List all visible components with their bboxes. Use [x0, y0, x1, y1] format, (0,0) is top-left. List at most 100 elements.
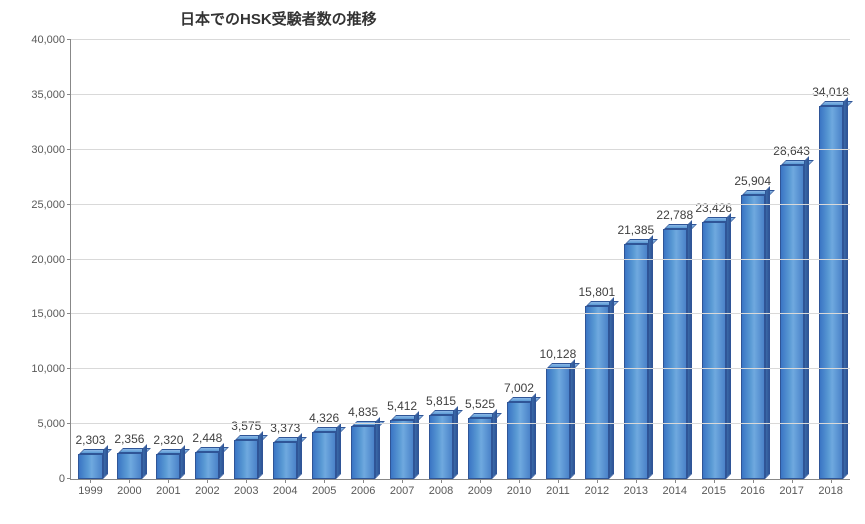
x-tick-mark — [480, 479, 481, 483]
bar-side — [258, 431, 263, 479]
x-tick-mark — [129, 479, 130, 483]
y-tick-label: 35,000 — [31, 89, 65, 101]
bar-front — [156, 454, 180, 479]
x-tick-label: 2014 — [663, 485, 687, 497]
bar-side — [843, 97, 848, 479]
bar-top — [547, 363, 580, 368]
bar-value-label: 7,002 — [504, 381, 534, 395]
grid-line — [71, 423, 850, 424]
y-tick-label: 40,000 — [31, 34, 65, 46]
bar: 3,373 — [273, 442, 297, 479]
x-tick-mark — [402, 479, 403, 483]
grid-line — [71, 39, 850, 40]
x-tick-mark — [714, 479, 715, 483]
bars-group: 2,30319992,35620002,32020012,44820023,57… — [71, 40, 850, 479]
x-tick-mark — [324, 479, 325, 483]
bar: 28,643 — [780, 165, 804, 479]
bar-side — [103, 445, 108, 479]
x-tick-label: 2002 — [195, 485, 219, 497]
bar-value-label: 5,525 — [465, 397, 495, 411]
bar-side — [142, 444, 147, 479]
x-tick-label: 2007 — [390, 485, 414, 497]
y-tick-label: 30,000 — [31, 144, 65, 156]
x-tick-mark — [558, 479, 559, 483]
y-tick-mark — [67, 94, 71, 95]
bar-side — [453, 406, 458, 479]
bar-side — [765, 186, 770, 479]
bar: 3,575 — [234, 440, 258, 479]
bar-value-label: 2,320 — [153, 433, 183, 447]
bar: 5,412 — [390, 420, 414, 479]
bar-side — [570, 359, 575, 479]
bar-value-label: 25,904 — [734, 174, 771, 188]
x-tick-label: 2009 — [468, 485, 492, 497]
bar-front — [663, 229, 687, 479]
bar-slot: 2,3562000 — [110, 40, 149, 479]
bar-slot: 10,1282011 — [538, 40, 577, 479]
bar: 4,835 — [351, 426, 375, 479]
x-tick-label: 2012 — [585, 485, 609, 497]
bar-front — [780, 165, 804, 479]
bar: 15,801 — [585, 306, 609, 479]
bar-front — [312, 432, 336, 479]
bar-front — [702, 222, 726, 479]
bar-slot: 21,3852013 — [616, 40, 655, 479]
y-tick-label: 0 — [59, 473, 65, 485]
bar-slot: 5,8152008 — [422, 40, 461, 479]
chart-title: 日本でのHSK受験者数の推移 — [180, 8, 377, 29]
x-tick-label: 2015 — [701, 485, 725, 497]
bar-front — [585, 306, 609, 479]
bar-value-label: 28,643 — [773, 144, 810, 158]
bar-slot: 25,9042016 — [733, 40, 772, 479]
bar-value-label: 2,448 — [192, 431, 222, 445]
bar: 4,326 — [312, 432, 336, 479]
bar-slot: 5,5252009 — [461, 40, 500, 479]
bar-slot: 3,3732004 — [266, 40, 305, 479]
x-tick-label: 2000 — [117, 485, 141, 497]
bar-front — [195, 452, 219, 479]
x-tick-label: 2010 — [507, 485, 531, 497]
x-tick-mark — [285, 479, 286, 483]
bar-side — [492, 409, 497, 479]
x-tick-label: 2006 — [351, 485, 375, 497]
y-tick-label: 10,000 — [31, 363, 65, 375]
x-tick-mark — [363, 479, 364, 483]
y-tick-mark — [67, 313, 71, 314]
bar-slot: 22,7882014 — [655, 40, 694, 479]
bar-slot: 4,3262005 — [305, 40, 344, 479]
bar-front — [507, 402, 531, 479]
x-tick-mark — [831, 479, 832, 483]
x-tick-mark — [246, 479, 247, 483]
bar-side — [609, 297, 614, 479]
x-tick-label: 2008 — [429, 485, 453, 497]
x-tick-mark — [636, 479, 637, 483]
bar-side — [414, 411, 419, 479]
x-tick-label: 1999 — [78, 485, 102, 497]
bar-side — [375, 417, 380, 479]
x-tick-label: 2018 — [818, 485, 842, 497]
bar-top — [196, 447, 229, 452]
x-tick-mark — [519, 479, 520, 483]
x-tick-mark — [597, 479, 598, 483]
bar: 2,356 — [117, 453, 141, 479]
bar-top — [313, 427, 346, 432]
bar: 21,385 — [624, 244, 648, 479]
bar-side — [531, 393, 536, 479]
bar: 5,815 — [429, 415, 453, 479]
bar-slot: 3,5752003 — [227, 40, 266, 479]
bar-value-label: 10,128 — [540, 347, 577, 361]
x-tick-mark — [90, 479, 91, 483]
bar-value-label: 34,018 — [812, 85, 849, 99]
bar-front — [741, 195, 765, 479]
bar-slot: 7,0022010 — [499, 40, 538, 479]
bar-slot: 5,4122007 — [383, 40, 422, 479]
bar-slot: 15,8012012 — [577, 40, 616, 479]
bar-slot: 2,3202001 — [149, 40, 188, 479]
y-tick-mark — [67, 204, 71, 205]
bar-value-label: 2,303 — [75, 433, 105, 447]
bar: 2,303 — [78, 454, 102, 479]
bar-value-label: 5,412 — [387, 399, 417, 413]
x-tick-label: 2001 — [156, 485, 180, 497]
x-tick-mark — [675, 479, 676, 483]
bar-top — [391, 415, 424, 420]
